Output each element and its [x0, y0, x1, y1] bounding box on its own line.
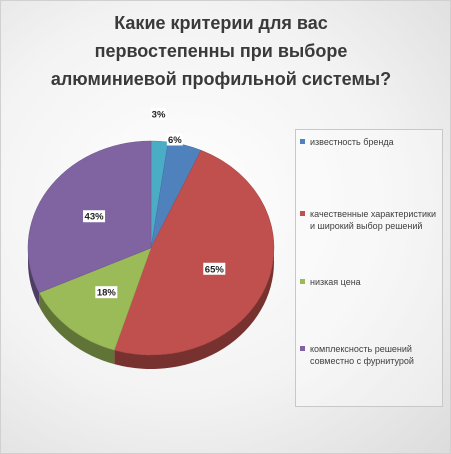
legend-label: низкая цена	[310, 277, 361, 287]
data-label-box	[83, 210, 106, 223]
data-label-box	[150, 108, 167, 121]
data-label: 65%	[205, 264, 225, 275]
pie-slice	[38, 247, 152, 351]
legend-label: известность бренда	[310, 137, 394, 147]
legend-swatch	[300, 211, 305, 216]
legend-item: комплексность решений совместно с фурнит…	[300, 343, 438, 367]
pie-slice-side	[28, 248, 40, 307]
data-label-box	[203, 262, 226, 275]
legend-swatch	[300, 346, 305, 351]
legend-swatch	[300, 139, 305, 144]
legend-label: комплексность решений совместно с фурнит…	[310, 344, 414, 366]
data-label-box	[166, 133, 183, 146]
pie-slice	[114, 149, 275, 356]
legend: известность бренда качественные характер…	[295, 129, 443, 407]
data-label: 6%	[168, 135, 182, 146]
legend-swatch	[300, 279, 305, 284]
legend-label: качественные характеристики и широкий вы…	[310, 209, 436, 231]
chart-title: Какие критерии для вас первостепенны при…	[50, 13, 392, 89]
data-label: 3%	[152, 110, 166, 121]
legend-item: качественные характеристики и широкий вы…	[300, 208, 438, 232]
legend-item: низкая цена	[300, 276, 438, 288]
data-label: 18%	[97, 288, 117, 299]
data-label: 43%	[85, 212, 105, 223]
data-label-box	[95, 286, 118, 299]
pie-slice-side	[39, 292, 115, 365]
legend-item: известность бренда	[300, 136, 438, 148]
pie-slice-side	[114, 248, 274, 369]
